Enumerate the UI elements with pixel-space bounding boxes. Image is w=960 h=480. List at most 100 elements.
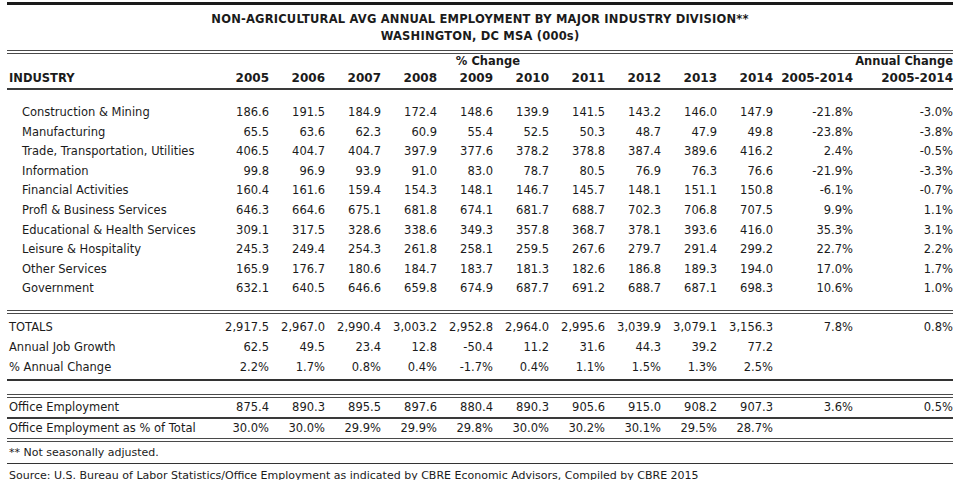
annual-change-period-header: 2005-2014 bbox=[853, 69, 953, 88]
value-2008: 184.7 bbox=[381, 260, 437, 280]
value-2005: 2.2% bbox=[213, 357, 269, 377]
industry-row: Financial Activities160.4161.6159.4154.3… bbox=[7, 181, 953, 201]
year-header-2011: 2011 bbox=[549, 69, 605, 88]
year-header-2006: 2006 bbox=[269, 69, 325, 88]
value-2005: 160.4 bbox=[213, 181, 269, 201]
value-2012: 915.0 bbox=[605, 398, 661, 417]
value-2005: 186.6 bbox=[213, 103, 269, 123]
value-2008: 60.9 bbox=[381, 123, 437, 143]
row-label: % Annual Change bbox=[7, 357, 213, 377]
value-2011: 30.2% bbox=[549, 419, 605, 438]
value-2007: 159.4 bbox=[325, 181, 381, 201]
industry-row: Manufacturing65.563.662.360.955.452.550.… bbox=[7, 123, 953, 143]
row-label: Financial Activities bbox=[7, 181, 213, 201]
summary-row: TOTALS2,917.52,967.02,990.43,003.22,952.… bbox=[7, 317, 953, 337]
row-label: Information bbox=[7, 162, 213, 182]
value-2007: 328.6 bbox=[325, 221, 381, 241]
value-2008: 12.8 bbox=[381, 337, 437, 357]
value-2008: 91.0 bbox=[381, 162, 437, 182]
row-label: Trade, Transportation, Utilities bbox=[7, 142, 213, 162]
value-2013: 908.2 bbox=[661, 398, 717, 417]
value-2005: 165.9 bbox=[213, 260, 269, 280]
value-2006: 249.4 bbox=[269, 240, 325, 260]
value-2013: 189.3 bbox=[661, 260, 717, 280]
value-2011: 31.6 bbox=[549, 337, 605, 357]
value-2007: 0.8% bbox=[325, 357, 381, 377]
value-2011: 145.7 bbox=[549, 181, 605, 201]
value-2007: 2,990.4 bbox=[325, 317, 381, 337]
value-2014: 150.8 bbox=[717, 181, 773, 201]
value-2007: 646.6 bbox=[325, 279, 381, 299]
table-subtitle: WASHINGTON, DC MSA (000s) bbox=[7, 28, 953, 45]
value-2013: 706.8 bbox=[661, 201, 717, 221]
value-2012: 1.5% bbox=[605, 357, 661, 377]
value-2011: 1.1% bbox=[549, 357, 605, 377]
office-row: Office Employment875.4890.3895.5897.6880… bbox=[7, 398, 953, 419]
year-header-2007: 2007 bbox=[325, 69, 381, 88]
value-2007: 180.6 bbox=[325, 260, 381, 280]
year-header-2008: 2008 bbox=[381, 69, 437, 88]
value-2006: 63.6 bbox=[269, 123, 325, 143]
value-2011: 688.7 bbox=[549, 201, 605, 221]
table-title: NON-AGRICULTURAL AVG ANNUAL EMPLOYMENT B… bbox=[7, 11, 953, 28]
pct-change-value: -23.8% bbox=[773, 123, 853, 143]
employment-report: NON-AGRICULTURAL AVG ANNUAL EMPLOYMENT B… bbox=[0, 0, 960, 480]
value-2006: 640.5 bbox=[269, 279, 325, 299]
annual-change-value: 0.5% bbox=[853, 398, 953, 417]
value-2009: 674.9 bbox=[437, 279, 493, 299]
value-2010: 357.8 bbox=[493, 221, 549, 241]
value-2007: 254.3 bbox=[325, 240, 381, 260]
value-2008: 154.3 bbox=[381, 181, 437, 201]
value-2011: 141.5 bbox=[549, 103, 605, 123]
year-header-2012: 2012 bbox=[605, 69, 661, 88]
value-2011: 368.7 bbox=[549, 221, 605, 241]
value-2012: 3,039.9 bbox=[605, 317, 661, 337]
annual-change-value: -3.3% bbox=[853, 162, 953, 182]
value-2011: 50.3 bbox=[549, 123, 605, 143]
value-2006: 30.0% bbox=[269, 419, 325, 438]
value-2009: 148.6 bbox=[437, 103, 493, 123]
row-label: Educational & Health Services bbox=[7, 221, 213, 241]
value-2005: 30.0% bbox=[213, 419, 269, 438]
value-2012: 148.1 bbox=[605, 181, 661, 201]
value-2014: 147.9 bbox=[717, 103, 773, 123]
industry-rows-section: Construction & Mining186.6191.5184.9172.… bbox=[7, 90, 953, 310]
pct-change-value: -21.9% bbox=[773, 162, 853, 182]
value-2007: 93.9 bbox=[325, 162, 381, 182]
value-2006: 1.7% bbox=[269, 357, 325, 377]
value-2011: 905.6 bbox=[549, 398, 605, 417]
value-2013: 1.3% bbox=[661, 357, 717, 377]
pct-change-value: 22.7% bbox=[773, 240, 853, 260]
row-label: Construction & Mining bbox=[7, 103, 213, 123]
value-2013: 76.3 bbox=[661, 162, 717, 182]
value-2005: 646.3 bbox=[213, 201, 269, 221]
row-label: Profl & Business Services bbox=[7, 201, 213, 221]
pct-change-value: 3.6% bbox=[773, 398, 853, 417]
value-2005: 65.5 bbox=[213, 123, 269, 143]
value-2013: 151.1 bbox=[661, 181, 717, 201]
value-2012: 76.9 bbox=[605, 162, 661, 182]
value-2011: 378.8 bbox=[549, 142, 605, 162]
value-2006: 404.7 bbox=[269, 142, 325, 162]
value-2014: 2.5% bbox=[717, 357, 773, 377]
value-2008: 3,003.2 bbox=[381, 317, 437, 337]
footnote: ** Not seasonally adjusted. bbox=[7, 442, 953, 464]
value-2007: 404.7 bbox=[325, 142, 381, 162]
value-2013: 39.2 bbox=[661, 337, 717, 357]
value-2010: 139.9 bbox=[493, 103, 549, 123]
annual-change-header: Annual Change bbox=[520, 54, 953, 69]
value-2008: 397.9 bbox=[381, 142, 437, 162]
industry-row: Information99.896.993.991.083.078.780.57… bbox=[7, 162, 953, 182]
value-2010: 378.2 bbox=[493, 142, 549, 162]
value-2010: 0.4% bbox=[493, 357, 549, 377]
value-2006: 664.6 bbox=[269, 201, 325, 221]
value-2009: 258.1 bbox=[437, 240, 493, 260]
value-2009: 83.0 bbox=[437, 162, 493, 182]
value-2006: 176.7 bbox=[269, 260, 325, 280]
value-2009: -1.7% bbox=[437, 357, 493, 377]
value-2010: 78.7 bbox=[493, 162, 549, 182]
annual-change-value: -0.5% bbox=[853, 142, 953, 162]
value-2005: 62.5 bbox=[213, 337, 269, 357]
value-2007: 895.5 bbox=[325, 398, 381, 417]
value-2012: 143.2 bbox=[605, 103, 661, 123]
